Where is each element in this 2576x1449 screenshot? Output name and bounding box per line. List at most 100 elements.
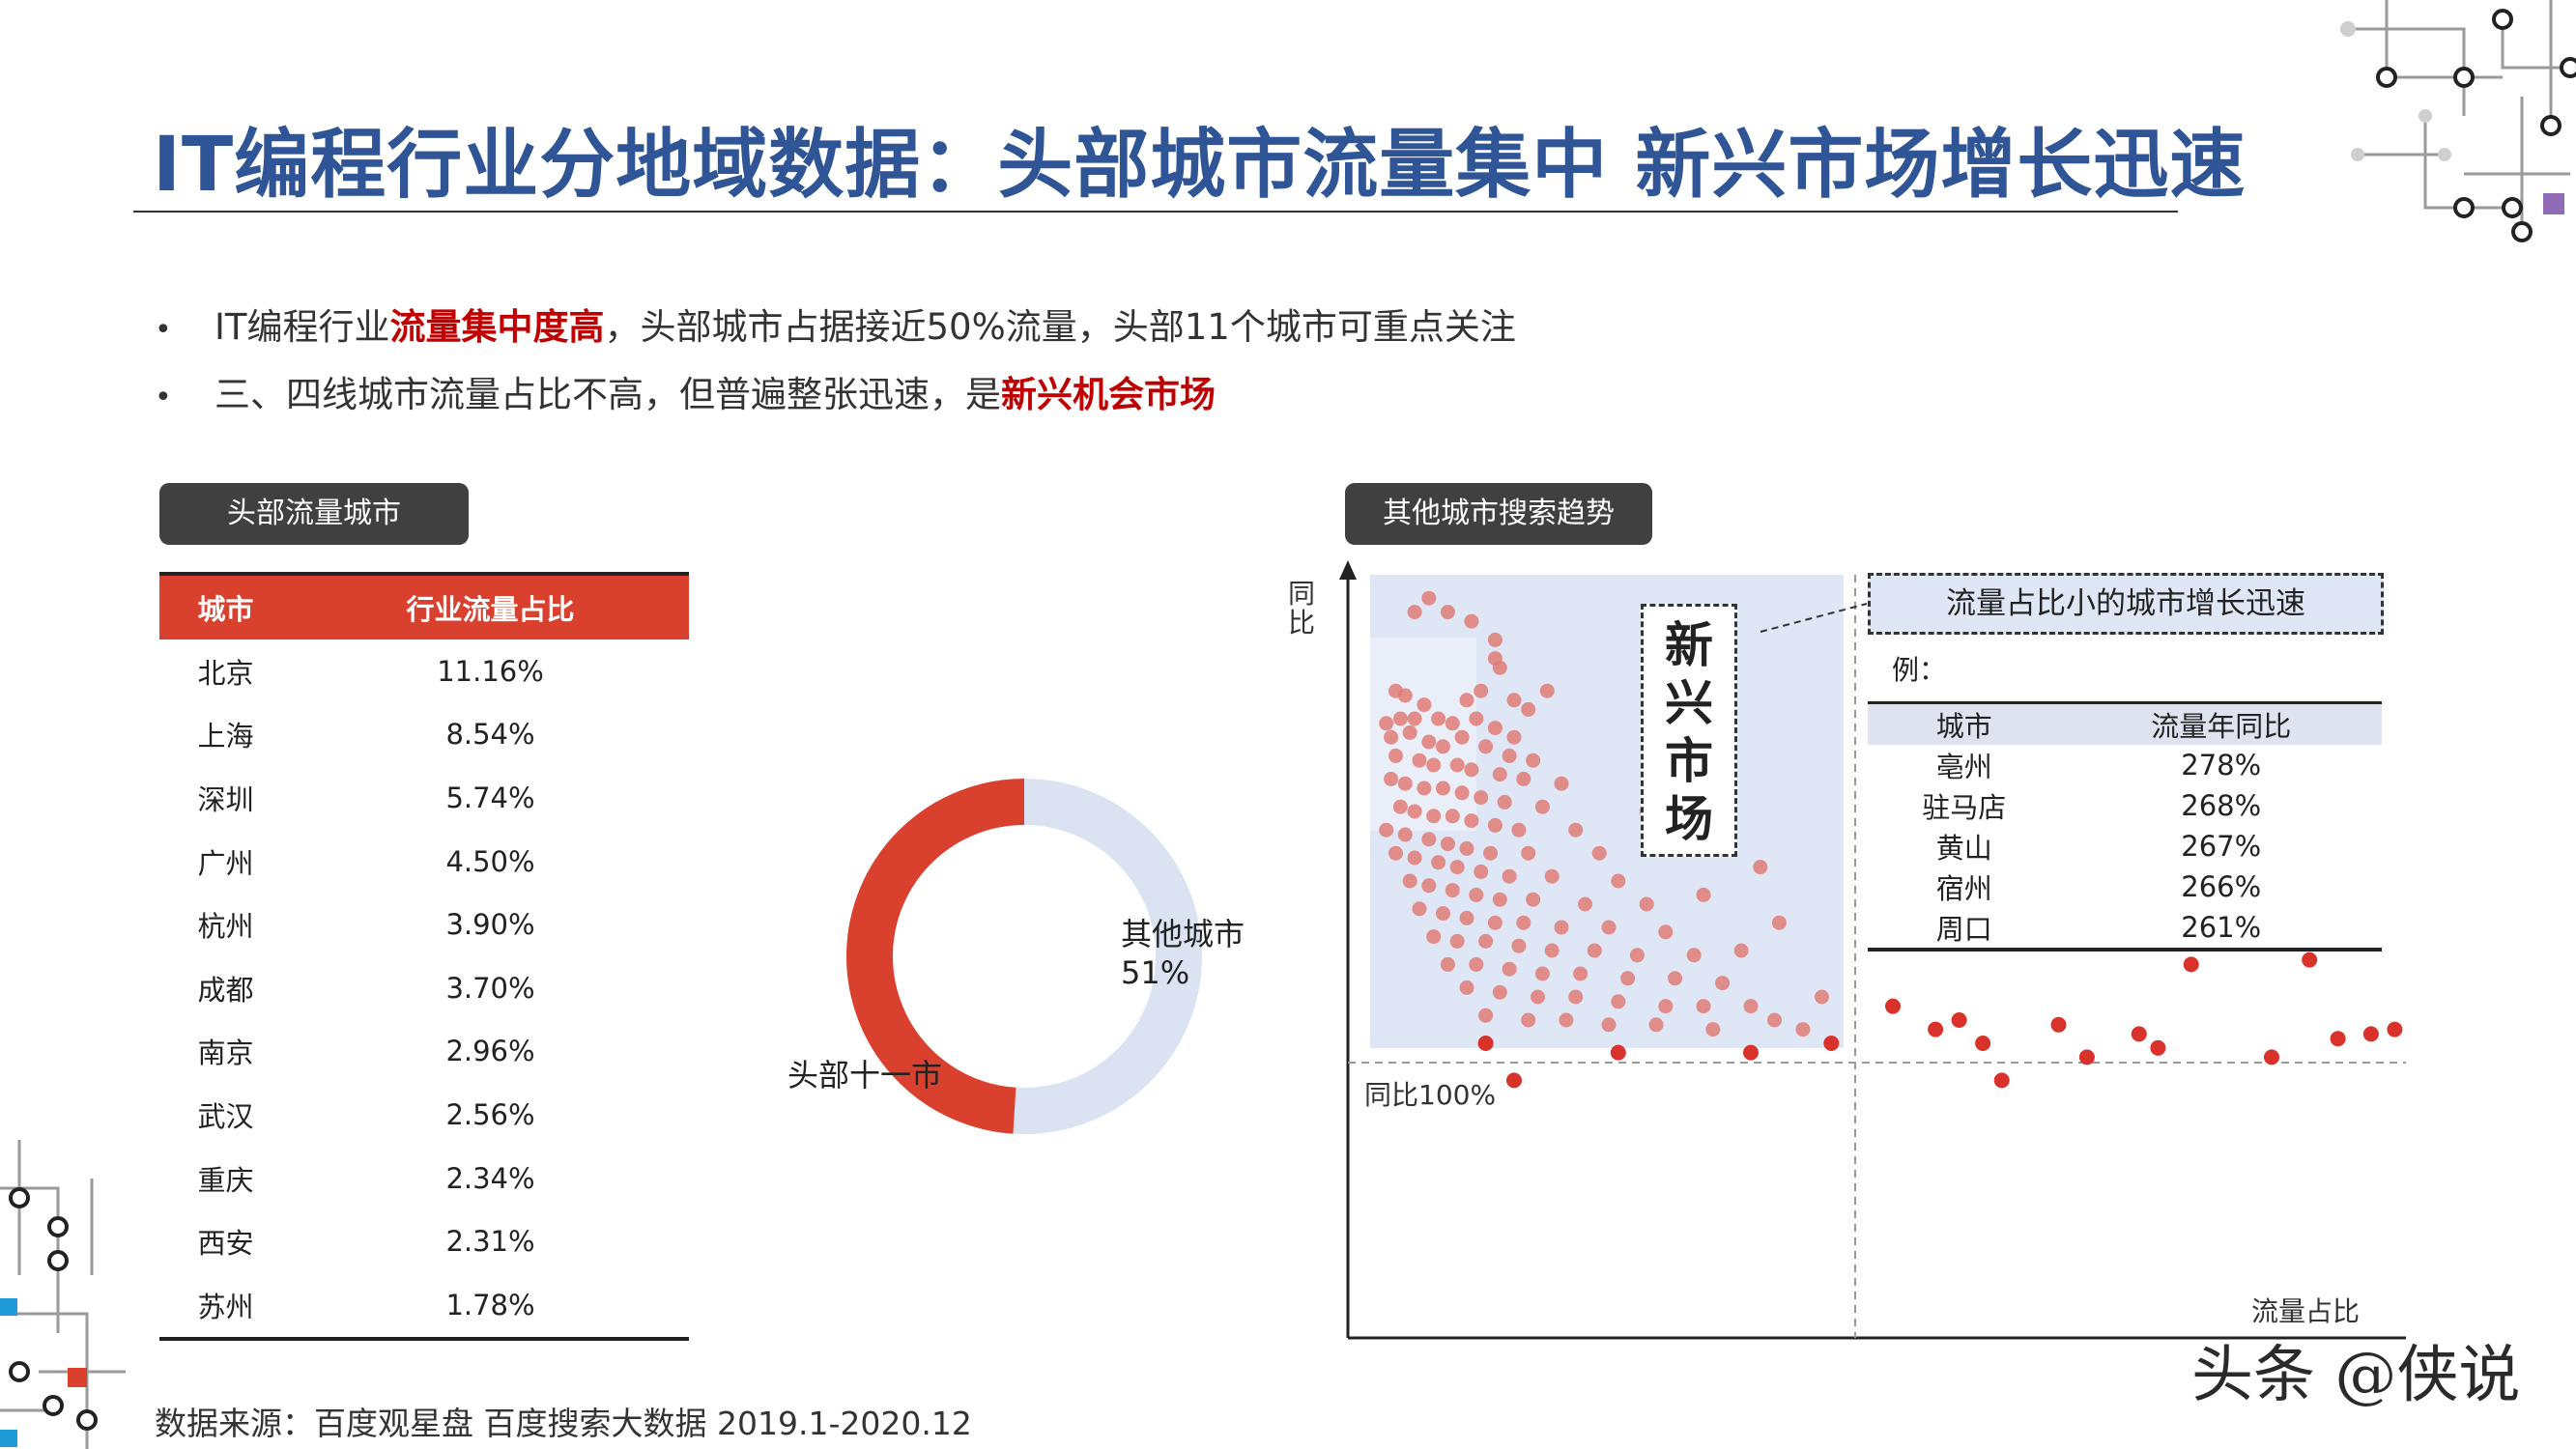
growth-callout: 流量占比小的城市增长迅速: [1868, 573, 2384, 635]
table-row: 黄山 267%: [1868, 826, 2382, 867]
scatter-point: [1544, 943, 1560, 958]
table-row: 上海 8.54%: [159, 703, 689, 767]
scatter-point-outlier: [1928, 1021, 1944, 1037]
page-title: IT编程行业分地域数据：头部城市流量集中 新兴市场增长迅速: [153, 122, 2247, 209]
table-row: 成都 3.70%: [159, 956, 689, 1020]
scatter-point: [1629, 948, 1645, 963]
scatter-point: [1449, 757, 1465, 773]
scatter-point: [1417, 697, 1432, 713]
top-cities-table: 城市 行业流量占比 北京 11.16% 上海 8.54% 深圳 5.74% 广州 4.50% 杭…: [159, 572, 689, 1341]
new-market-label: 新 兴 市 场: [1641, 604, 1737, 857]
bullet-2-pre: 三、四线城市流量占比不高，但普遍整张迅速，是: [215, 374, 1001, 415]
city-cell: 深圳: [197, 782, 254, 816]
yoy-cell: 268%: [2181, 789, 2262, 822]
y-axis-label: 同比: [1288, 578, 1316, 639]
city-cell: 重庆: [197, 1163, 254, 1197]
scatter-point: [1611, 873, 1626, 889]
scatter-point: [1573, 966, 1589, 981]
yoy-cell: 266%: [2181, 870, 2262, 903]
scatter-point-outlier: [2362, 1026, 2379, 1042]
scatter-point: [1648, 1017, 1664, 1033]
scatter-point: [1440, 837, 1455, 852]
yoy-cell: 267%: [2181, 830, 2262, 863]
scatter-point: [1397, 688, 1413, 703]
scatter-point: [1696, 999, 1711, 1014]
scatter-point-outlier: [1951, 1012, 1967, 1028]
scatter-point: [1431, 855, 1446, 870]
x-axis-label: 流量占比: [2251, 1295, 2361, 1327]
scatter-point: [1658, 999, 1674, 1014]
share-cell: 2.34%: [445, 1161, 535, 1195]
scatter-point: [1531, 989, 1545, 1005]
scatter-point: [1554, 920, 1569, 935]
yoy-cell: 278%: [2181, 749, 2262, 781]
bullet-2-highlight: 新兴机会市场: [1001, 374, 1216, 415]
scatter-point-outlier: [2078, 1049, 2095, 1065]
scatter-point: [1502, 868, 1517, 884]
scatter-point: [1469, 711, 1484, 726]
scatter-point: [1554, 776, 1569, 791]
column-header-yoy: 流量年同比: [2060, 701, 2382, 745]
scatter-point: [1464, 813, 1479, 829]
scatter-point: [1658, 924, 1674, 940]
scatter-point: [1544, 868, 1560, 884]
city-cell: 南京: [197, 1037, 254, 1070]
scatter-point: [1469, 887, 1484, 902]
scatter-point: [1492, 767, 1507, 782]
other-cities-trend-pill: 其他城市搜索趋势: [1345, 483, 1652, 545]
scatter-point: [1445, 883, 1460, 898]
new-market-char: 兴: [1665, 675, 1713, 731]
scatter-point: [1526, 892, 1541, 907]
scatter-point: [1379, 822, 1394, 838]
scatter-point: [1464, 613, 1479, 629]
scatter-point: [1620, 971, 1636, 986]
bullet-1-post: ，头部城市占据接近50%流量，头部11个城市可重点关注: [604, 306, 1516, 348]
scatter-point: [1407, 804, 1422, 819]
scatter-point: [1767, 1012, 1782, 1028]
scatter-point: [1771, 915, 1787, 930]
scatter-point-outlier: [1506, 1072, 1522, 1089]
watermark: 头条 @侠说: [2191, 1340, 2521, 1411]
table-row: 杭州 3.90%: [159, 893, 689, 956]
donut-label-other-value: 51%: [1121, 954, 1190, 991]
city-cell: 驻马店: [1922, 791, 2007, 824]
scatter-point: [1440, 605, 1455, 620]
scatter-point: [1516, 915, 1531, 930]
scatter-point: [1426, 929, 1442, 945]
scatter-point: [1492, 984, 1507, 1000]
scatter-point: [1431, 711, 1446, 726]
scatter-point: [1795, 1022, 1811, 1037]
scatter-point: [1397, 827, 1413, 842]
bullet-dot: •: [155, 381, 172, 414]
scatter-point: [1388, 845, 1403, 861]
column-header-share: 行业流量占比: [292, 572, 689, 639]
scatter-point: [1511, 938, 1527, 953]
donut-label-other-name: 其他城市: [1121, 916, 1245, 952]
scatter-point: [1384, 771, 1399, 786]
scatter-point: [1526, 753, 1541, 768]
share-cell: 5.74%: [445, 781, 535, 814]
scatter-point: [1497, 794, 1512, 810]
scatter-point-outlier: [2330, 1031, 2346, 1047]
y-axis-arrow-icon: [1339, 560, 1357, 580]
scatter-point: [1449, 933, 1465, 949]
scatter-point: [1412, 901, 1427, 917]
bullet-1-pre: IT编程行业: [215, 306, 390, 348]
city-cell: 亳州: [1935, 751, 1992, 783]
circuit-decoration-top-right-icon: [2340, 0, 2576, 242]
scatter-point: [1483, 845, 1498, 861]
scatter-point: [1436, 739, 1450, 754]
scatter-point-outlier: [2264, 1049, 2279, 1065]
scatter-point: [1521, 845, 1536, 861]
scatter-point: [1511, 822, 1527, 838]
city-cell: 广州: [197, 846, 254, 880]
table-row: 南京 2.96%: [159, 1020, 689, 1084]
scatter-point: [1502, 961, 1517, 977]
scatter-point-outlier: [1885, 998, 1901, 1014]
city-cell: 西安: [197, 1227, 254, 1261]
table-row: 周口 261%: [1868, 907, 2382, 952]
share-cell: 3.90%: [445, 908, 535, 942]
scatter-point: [1474, 864, 1489, 879]
bullet-2: • 三、四线城市流量占比不高，但普遍整张迅速，是新兴机会市场: [155, 365, 1216, 417]
scatter-point: [1539, 683, 1555, 698]
